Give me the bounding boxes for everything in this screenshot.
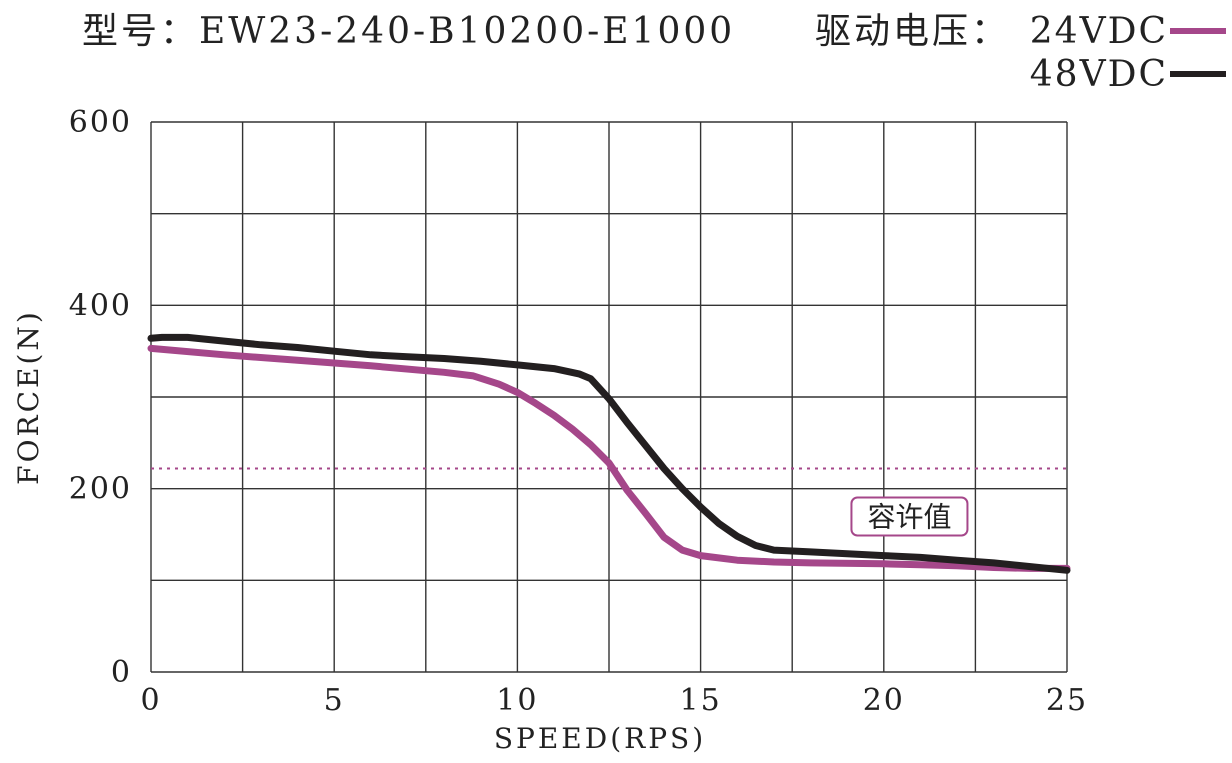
threshold-label-box <box>850 496 969 537</box>
x-axis-title: SPEED(RPS) <box>494 722 706 755</box>
y-tick-label: 600 <box>69 105 132 140</box>
x-tick-label: 5 <box>324 683 345 718</box>
x-tick-label: 10 <box>496 683 538 718</box>
legend-label-24vdc: 24VDC <box>1030 11 1168 52</box>
header: 型号：EW23-240-B10200-E1000 驱动电压： <box>82 11 1010 52</box>
series-line-48vdc <box>147 333 1071 574</box>
threshold-label: 容许值 <box>867 501 951 534</box>
x-tick-label: 20 <box>863 683 905 718</box>
y-axis-title: FORCE(N) <box>12 309 45 485</box>
series-line-24vdc <box>147 344 1071 572</box>
x-tick-label: 25 <box>1046 683 1088 718</box>
model-title: 型号：EW23-240-B10200-E1000 <box>82 11 735 52</box>
x-axis-ticks: 0 5 10 15 20 25 <box>140 683 1088 718</box>
x-tick-label: 0 <box>140 683 161 718</box>
y-tick-label: 200 <box>69 472 132 507</box>
y-tick-label: 400 <box>69 288 132 323</box>
y-axis-ticks: 0 200 400 600 <box>69 105 132 690</box>
voltage-label: 驱动电压： <box>815 11 1010 52</box>
legend-label-48vdc: 48VDC <box>1030 54 1168 95</box>
x-tick-label: 15 <box>680 683 722 718</box>
y-tick-label: 0 <box>111 655 132 690</box>
series-group <box>147 333 1071 574</box>
